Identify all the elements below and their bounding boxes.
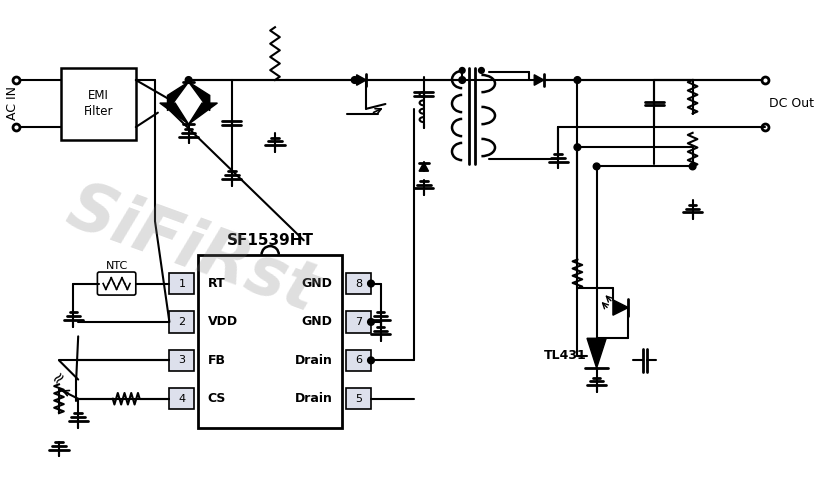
Polygon shape [189,103,217,124]
Circle shape [459,77,466,83]
Circle shape [351,77,358,83]
Bar [199,255,342,427]
Text: GND: GND [301,316,333,329]
Circle shape [459,68,465,73]
Text: SF1539HT: SF1539HT [226,233,314,248]
Circle shape [368,280,374,287]
Circle shape [368,357,374,364]
FancyBboxPatch shape [169,273,194,294]
Bar [61,68,136,140]
Text: 5: 5 [355,394,362,404]
Polygon shape [534,75,544,85]
Circle shape [479,68,484,73]
FancyBboxPatch shape [346,388,371,410]
FancyBboxPatch shape [346,273,371,294]
Text: 2: 2 [178,317,185,327]
Polygon shape [613,300,628,315]
Text: FB: FB [208,354,225,367]
Text: TL431: TL431 [544,349,587,362]
Text: VDD: VDD [208,316,238,329]
Circle shape [185,77,192,83]
Text: Drain: Drain [295,392,333,405]
Polygon shape [167,82,189,111]
Text: 7: 7 [355,317,362,327]
Text: NTC: NTC [105,261,127,271]
FancyBboxPatch shape [169,350,194,371]
Circle shape [574,144,581,151]
Text: GND: GND [301,277,333,290]
Polygon shape [587,338,606,368]
Text: 8: 8 [355,278,362,289]
Text: 3: 3 [178,355,185,365]
Circle shape [574,77,581,83]
Text: 1: 1 [178,278,185,289]
Text: AC IN: AC IN [7,86,19,120]
FancyBboxPatch shape [346,350,371,371]
Text: 6: 6 [355,355,362,365]
Text: CS: CS [208,392,226,405]
Polygon shape [160,103,189,124]
Text: RT: RT [208,277,225,290]
FancyBboxPatch shape [346,312,371,332]
FancyBboxPatch shape [169,312,194,332]
Polygon shape [189,82,210,111]
Text: 4: 4 [178,394,185,404]
Circle shape [593,163,600,170]
Text: DC Out: DC Out [770,96,815,109]
Text: Drain: Drain [295,354,333,367]
Text: ≈: ≈ [47,366,70,388]
Polygon shape [419,163,429,171]
Circle shape [368,319,374,326]
Text: Filter: Filter [83,105,113,118]
Text: EMI: EMI [88,89,109,102]
FancyBboxPatch shape [169,388,194,410]
Circle shape [690,163,696,170]
Polygon shape [356,75,366,85]
Text: SiFiRst: SiFiRst [59,174,328,326]
